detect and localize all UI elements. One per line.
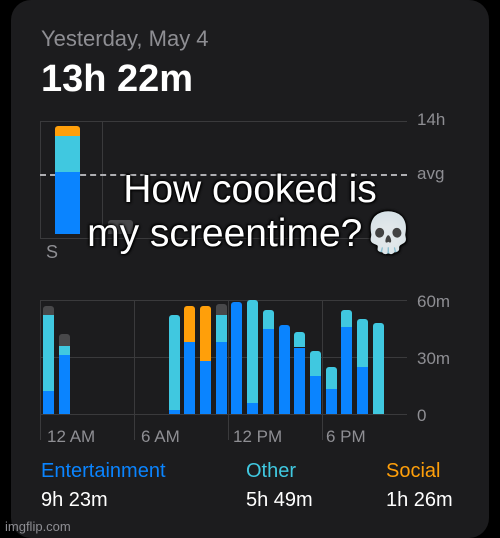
hourly-bar-8-entertainment — [168, 410, 180, 414]
weekly-bar-social — [55, 126, 80, 136]
hourly-bar-16-other — [294, 332, 306, 348]
hourly-bar-1-entertainment — [58, 355, 70, 414]
hourly-bar-8-other — [168, 315, 180, 411]
legend-entertainment[interactable]: Entertainment — [41, 460, 166, 482]
caption-line-2-text: my screentime? — [87, 212, 363, 255]
legend-social-value: 1h 26m — [386, 489, 453, 511]
hourly-bar-12-entertainment — [231, 301, 243, 414]
hourly-bar-17-entertainment — [309, 376, 321, 414]
average-line — [40, 174, 407, 176]
hourly-gridline-v4 — [322, 300, 323, 440]
weekly-bar-today — [108, 220, 133, 234]
hourly-bar-18-entertainment — [325, 389, 337, 414]
weekly-gridline-v2 — [102, 121, 103, 238]
hourly-bar-11-uncategorized — [215, 303, 227, 316]
imgflip-watermark: imgflip.com — [5, 519, 71, 534]
hourly-bar-1-uncategorized — [58, 334, 70, 346]
hourly-axis-0: 0 — [417, 406, 427, 425]
x-label-12am: 12 AM — [47, 427, 96, 446]
weekly-bar-other — [55, 136, 80, 172]
hourly-gridline-v1 — [40, 300, 41, 440]
hourly-bar-13-other — [247, 300, 259, 403]
hourly-bar-20-entertainment — [357, 366, 368, 414]
hourly-bar-19-entertainment — [341, 326, 353, 414]
weekly-axis-avg: avg — [417, 164, 445, 183]
hourly-gridline-v3 — [228, 300, 229, 440]
hourly-bar-9-social — [184, 305, 196, 342]
legend-entertainment-value: 9h 23m — [41, 489, 108, 511]
caption-line-1: How cooked is — [123, 168, 377, 211]
x-label-6pm: 6 PM — [326, 427, 366, 446]
hourly-gridline-bottom — [40, 414, 407, 415]
hourly-gridline-v2 — [134, 300, 135, 440]
x-label-12pm: 12 PM — [233, 427, 283, 446]
caption-line-2: my screentime?💀 — [0, 212, 500, 256]
hourly-bar-17-other — [309, 351, 321, 376]
screen-time-card — [11, 0, 489, 538]
weekly-gridline-v1 — [40, 121, 41, 238]
hourly-bar-9-entertainment — [184, 341, 196, 414]
hourly-bar-0-other — [43, 315, 54, 392]
legend-other[interactable]: Other — [246, 460, 297, 482]
meme-caption: How cooked is my screentime?💀 — [0, 168, 500, 256]
weekly-axis-max: 14h — [417, 110, 446, 129]
hourly-bar-20-other — [357, 319, 368, 367]
date-label: Yesterday, May 4 — [41, 26, 209, 51]
weekly-day-label: S — [46, 242, 59, 262]
hourly-bar-11-other — [215, 315, 227, 342]
hourly-bar-14-entertainment — [262, 328, 274, 414]
hourly-axis-30m: 30m — [417, 349, 451, 368]
x-label-6am: 6 AM — [141, 427, 180, 446]
hourly-bar-0-entertainment — [43, 391, 54, 414]
legend-other-value: 5h 49m — [246, 489, 313, 511]
weekly-gridline-top — [40, 121, 407, 122]
hourly-bar-0-uncategorized — [43, 305, 54, 316]
skull-emoji-icon: 💀 — [364, 212, 413, 255]
hourly-bar-18-other — [325, 366, 337, 390]
hourly-axis-60m: 60m — [417, 292, 451, 311]
hourly-bar-16-entertainment — [294, 347, 306, 414]
hourly-bar-21-other — [372, 322, 384, 414]
hourly-bar-14-other — [262, 309, 274, 329]
hourly-bar-13-entertainment — [247, 402, 259, 414]
hourly-bar-10-entertainment — [200, 360, 211, 414]
hourly-bar-11-entertainment — [215, 341, 227, 414]
hourly-bar-15-entertainment — [278, 324, 290, 414]
hourly-bar-10-social — [200, 305, 211, 361]
legend-social[interactable]: Social — [386, 460, 441, 482]
total-screen-time: 13h 22m — [41, 58, 194, 100]
hourly-gridline-top — [40, 300, 407, 301]
hourly-bar-19-other — [341, 309, 353, 327]
hourly-bar-1-other — [58, 345, 70, 356]
weekly-gridline-bottom — [40, 238, 407, 239]
weekly-bar-entertainment — [55, 172, 80, 234]
